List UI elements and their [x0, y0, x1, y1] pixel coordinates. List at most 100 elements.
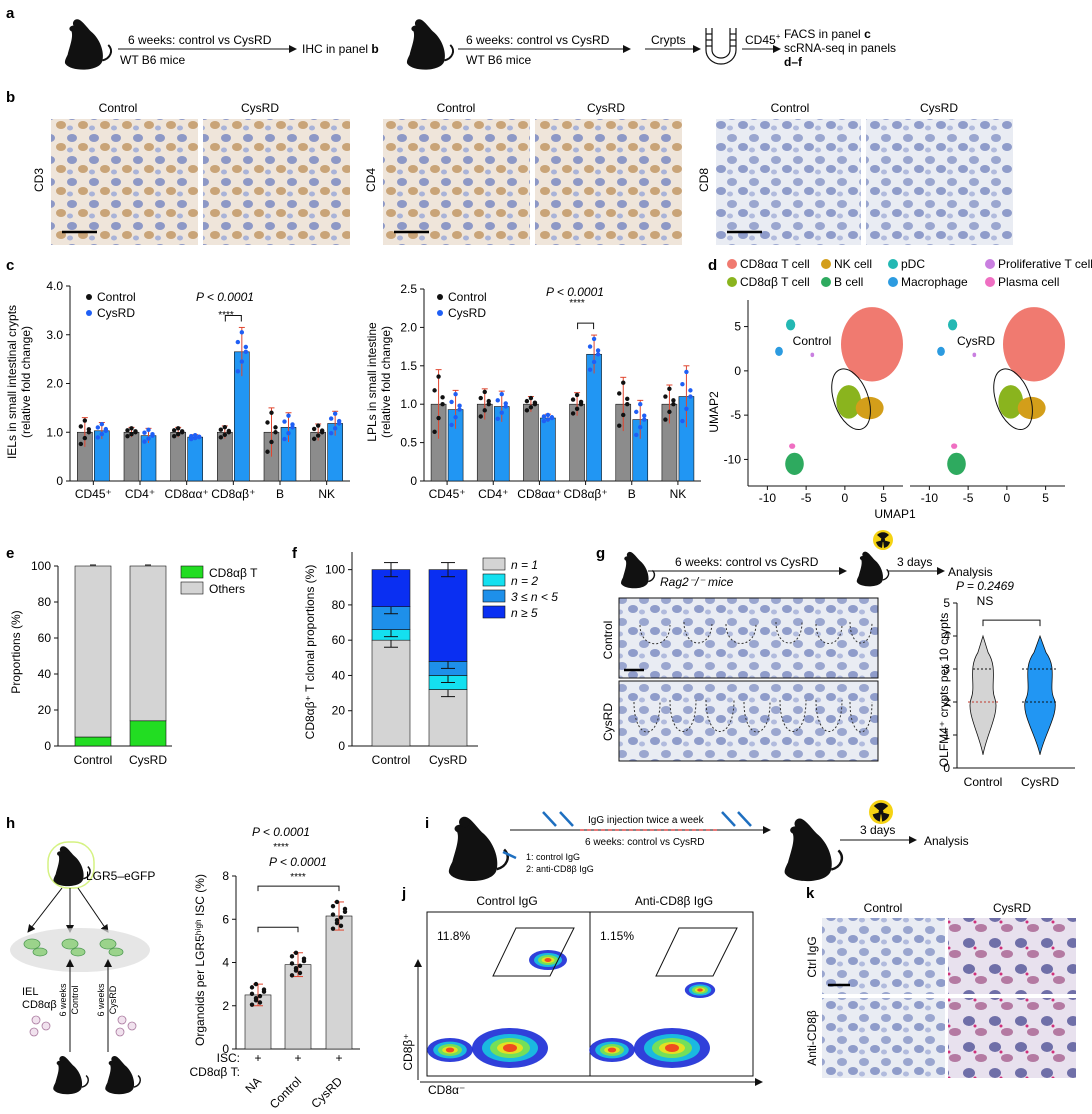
iel-cells [29, 1015, 137, 1037]
h-chart: 0 2 4 6 8 [222, 869, 360, 1056]
bar [325, 915, 353, 1050]
data-point [125, 428, 130, 433]
f-legend-swatch [482, 605, 506, 619]
data-point [680, 418, 685, 424]
x-tick-label: 0 [1004, 491, 1011, 505]
data-point [545, 417, 551, 422]
x-tick-label: CD4⁺ [125, 487, 155, 501]
b-ihc-image-cd8-cysrd [866, 119, 1013, 245]
data-point [688, 388, 693, 393]
data-point [332, 426, 338, 431]
x-tick-label: Control [74, 753, 113, 767]
panel-label-h: h [6, 815, 15, 832]
data-point [218, 435, 224, 440]
data-point [436, 415, 441, 421]
data-point [625, 402, 630, 407]
data-point [196, 434, 202, 439]
data-point [226, 428, 232, 434]
i-arrow-label: 6 weeks: control vs CysRD [585, 837, 704, 848]
data-point [570, 411, 576, 416]
i-opt2: 2: anti-CD8β IgG [526, 864, 594, 874]
data-point [175, 432, 181, 437]
e-chart: Proportions (%) CD8αβ T Others 0 20 40 60 80… [9, 559, 258, 767]
x-tick-label: CD8αβ⁺ [563, 487, 607, 501]
data-point [574, 392, 580, 398]
data-point [269, 439, 274, 445]
data-point [253, 981, 259, 987]
legend-dot [727, 277, 737, 287]
legend-dot [888, 259, 898, 269]
c-right-stars: **** [569, 298, 585, 309]
x-tick-label: -5 [801, 491, 812, 505]
data-point [688, 394, 693, 399]
y-tick-label: 8 [222, 869, 229, 883]
data-point [499, 392, 504, 397]
data-point [282, 436, 287, 442]
violin-control [969, 634, 997, 755]
data-point [545, 412, 551, 418]
mouse-icon [783, 817, 844, 883]
data-point [289, 954, 295, 959]
data-point [587, 344, 593, 349]
data-point [482, 408, 487, 413]
mouse-icon [405, 18, 455, 71]
f-legend-0: n = 1 [511, 558, 538, 572]
legend-label: Proliferative T cell [998, 257, 1092, 271]
mouse-icon [856, 550, 890, 588]
h-arm2: 6 weeks [96, 983, 106, 1017]
panel-j-flow: Control IgG Anti-CD8β IgG 11.8% 1.15% CD… [401, 894, 763, 1097]
h-xtick-na: NA [242, 1074, 264, 1096]
data-point [293, 950, 299, 955]
c-right-pvalue: P < 0.0001 [546, 285, 604, 299]
h-plus: + [254, 1051, 261, 1065]
b-marker-cd3: CD3 [32, 168, 46, 192]
data-point [495, 398, 500, 403]
data-point [503, 401, 508, 406]
c-right-legend-control: Control [448, 290, 487, 304]
b-ihc-image-cd8-control [716, 119, 861, 245]
data-point [457, 407, 462, 412]
g-ylabel: OLFM4⁺ crypts per 10 crypts [937, 613, 951, 767]
cluster-highlight [993, 368, 1033, 430]
density-region [665, 1044, 679, 1052]
cluster-macrophage [775, 346, 783, 357]
legend-label: pDC [901, 257, 925, 271]
data-point [432, 388, 437, 393]
density-region [607, 1047, 617, 1053]
data-point [243, 344, 249, 350]
i-opt1: 1: control IgG [526, 852, 580, 862]
data-point [99, 421, 105, 427]
significance-bracket [577, 322, 595, 330]
data-point [338, 923, 344, 929]
x-tick-label: CysRD [129, 753, 167, 767]
bar-cysrd [187, 436, 203, 482]
y-tick-label: 2.0 [400, 320, 417, 334]
data-point [334, 918, 340, 923]
x-tick-label: -5 [963, 491, 974, 505]
y-tick-label: 40 [332, 668, 346, 682]
g-ihc-image-cysrd [618, 680, 879, 762]
legend-dot [985, 277, 995, 287]
radiation-icon [869, 800, 893, 824]
panel-label-c: c [6, 257, 14, 274]
legend-label: NK cell [834, 257, 872, 271]
legend-label: Macrophage [901, 275, 968, 289]
data-point [638, 402, 643, 407]
j-right-title: Anti-CD8β IgG [635, 894, 713, 908]
f-chart: CD8αβ⁺ T clonal proportions (%) n = 1 n … [303, 552, 558, 767]
y-tick-label: 0 [56, 474, 63, 488]
y-tick-label: 100 [325, 563, 345, 577]
h-p1: P < 0.0001 [252, 825, 310, 839]
y-tick-label: 0 [410, 474, 417, 488]
c-right-ylabel2: (relative fold change) [379, 326, 393, 438]
data-point [432, 429, 437, 435]
d-right-title: CysRD [957, 334, 995, 348]
data-point [436, 374, 441, 379]
data-point [319, 428, 325, 433]
legend-dot-control [86, 294, 92, 300]
significance-bracket [982, 619, 1041, 627]
c-left-ylabel2: (relative fold change) [19, 326, 33, 438]
data-point [142, 439, 147, 444]
a-crypts-label: Crypts [651, 33, 686, 47]
panel-i: IgG injection twice a week 6 weeks: cont… [447, 800, 969, 883]
